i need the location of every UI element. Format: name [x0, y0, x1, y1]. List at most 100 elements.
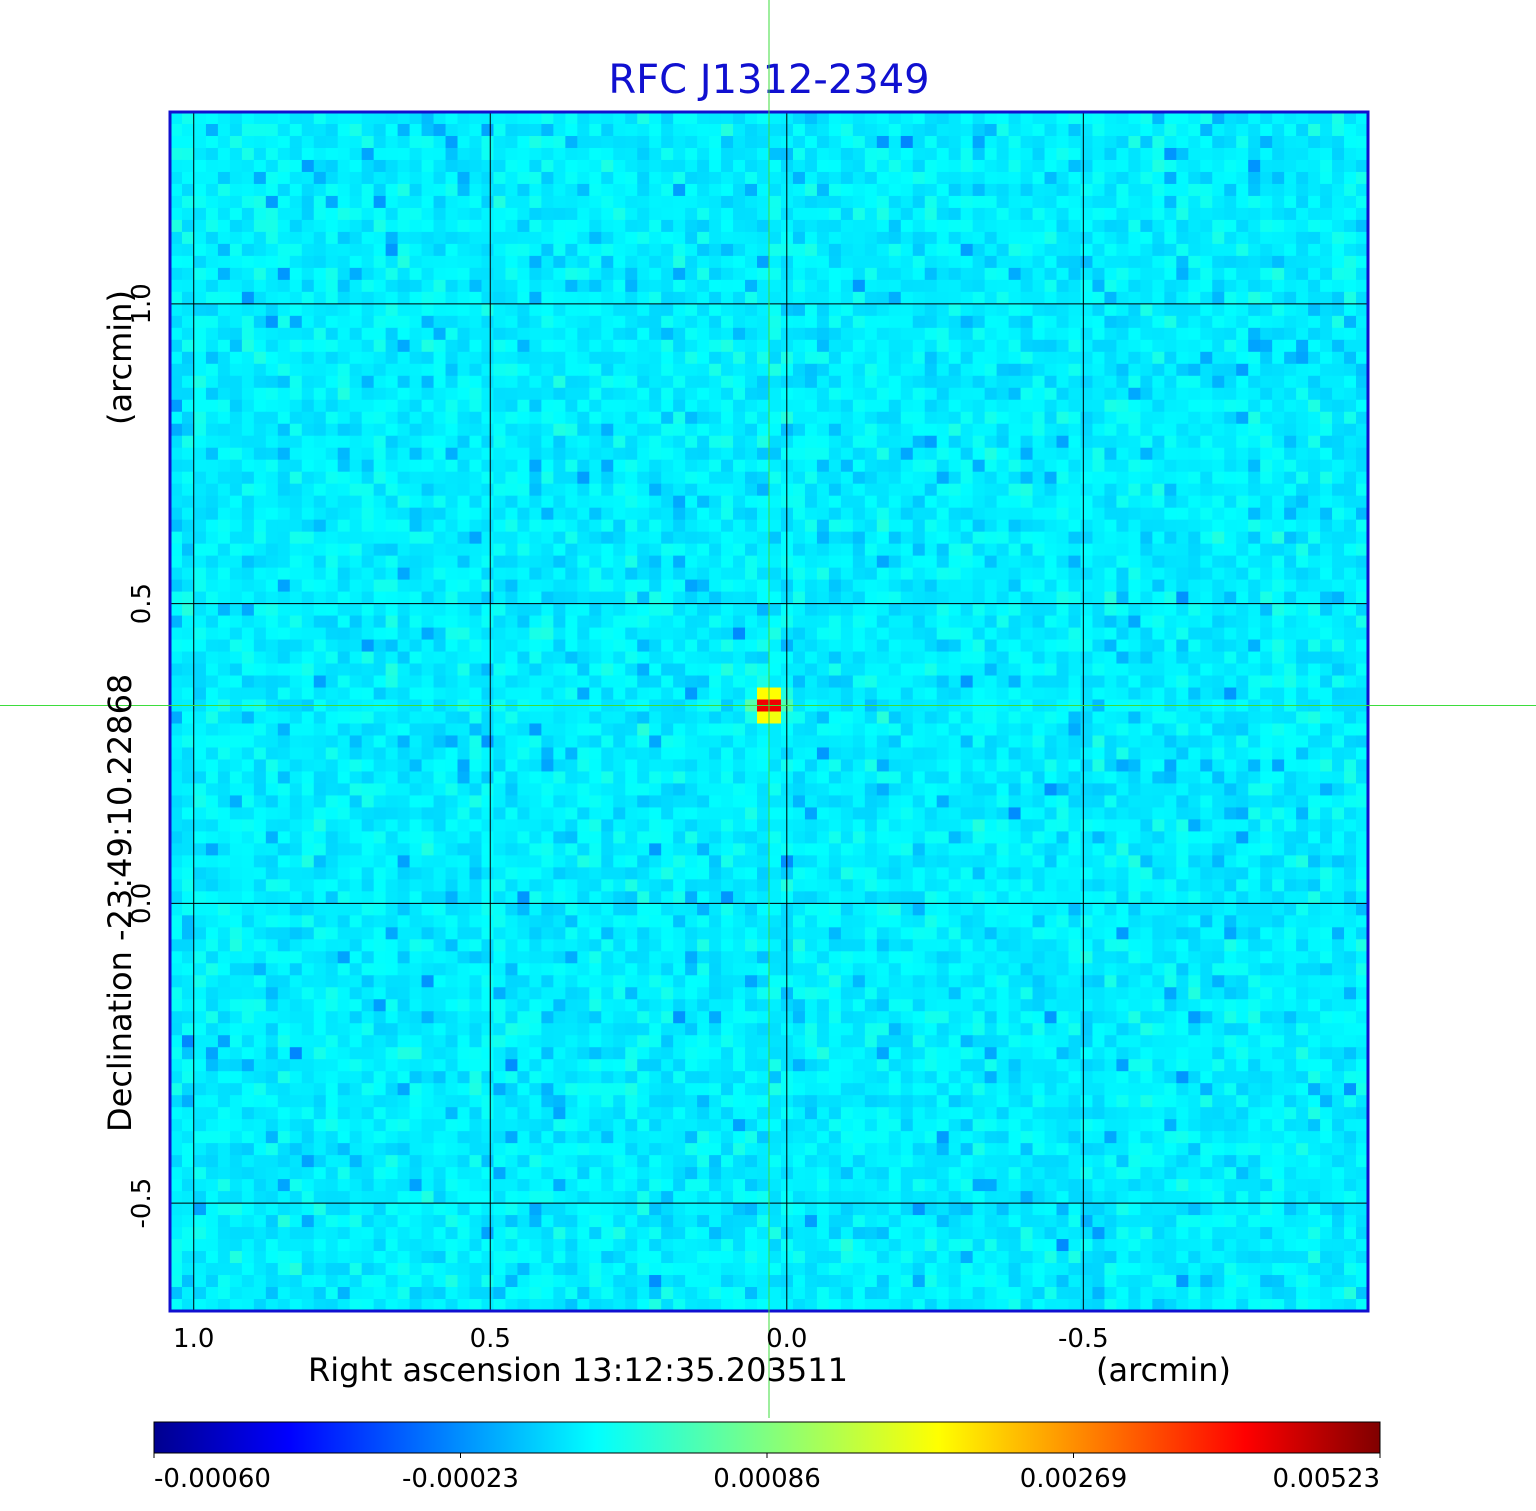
heatmap-cell: [1188, 219, 1201, 233]
heatmap-cell: [205, 423, 219, 437]
heatmap-cell: [1164, 387, 1177, 401]
heatmap-cell: [505, 219, 519, 233]
heatmap-cell: [876, 291, 890, 305]
heatmap-cell: [637, 447, 650, 461]
heatmap-cell: [637, 351, 650, 365]
heatmap-cell: [493, 399, 507, 413]
heatmap-cell: [1320, 195, 1333, 209]
heatmap-cell: [1080, 267, 1094, 281]
heatmap-cell: [924, 327, 938, 341]
heatmap-cell: [253, 363, 267, 377]
heatmap-cell: [745, 243, 758, 257]
heatmap-cell: [1356, 267, 1368, 281]
heatmap-cell: [1284, 519, 1297, 533]
heatmap-cell: [277, 351, 291, 365]
heatmap-cell: [1092, 495, 1106, 509]
heatmap-cell: [876, 219, 890, 233]
heatmap-cell: [601, 159, 614, 173]
heatmap-cell: [1272, 207, 1285, 221]
heatmap-cell: [1224, 579, 1237, 593]
heatmap-cell: [1356, 447, 1368, 461]
heatmap-cell: [936, 675, 950, 689]
heatmap-cell: [816, 543, 830, 557]
heatmap-cell: [792, 399, 806, 413]
heatmap-cell: [709, 651, 722, 665]
heatmap-cell: [1284, 207, 1297, 221]
heatmap-cell: [349, 195, 363, 209]
heatmap-cell: [733, 483, 746, 497]
heatmap-cell: [924, 123, 938, 137]
heatmap-cell: [960, 267, 974, 281]
heatmap-cell: [733, 387, 746, 401]
heatmap-cell: [769, 147, 782, 161]
heatmap-cell: [373, 483, 387, 497]
heatmap-cell: [241, 663, 255, 677]
heatmap-cell: [673, 159, 686, 173]
heatmap-cell: [828, 135, 842, 149]
heatmap-cell: [589, 315, 602, 329]
heatmap-cell: [912, 291, 926, 305]
heatmap-cell: [685, 627, 698, 641]
heatmap-cell: [241, 495, 255, 509]
heatmap-cell: [505, 231, 519, 245]
heatmap-cell: [1152, 123, 1165, 137]
heatmap-cell: [385, 591, 399, 605]
heatmap-cell: [529, 639, 542, 653]
heatmap-cell: [900, 231, 914, 245]
heatmap-cell: [385, 411, 399, 425]
heatmap-cell: [457, 171, 471, 185]
heatmap-cell: [289, 339, 303, 353]
heatmap-cell: [613, 231, 626, 245]
heatmap-cell: [1104, 267, 1118, 281]
heatmap-cell: [1092, 579, 1106, 593]
heatmap-cell: [1356, 255, 1368, 269]
heatmap-cell: [888, 135, 902, 149]
heatmap-cell: [541, 447, 554, 461]
heatmap-cell: [685, 651, 698, 665]
heatmap-cell: [1320, 483, 1333, 497]
heatmap-cell: [301, 399, 315, 413]
heatmap-cell: [1116, 351, 1129, 365]
heatmap-cell: [1056, 411, 1070, 425]
heatmap-cell: [433, 459, 447, 473]
heatmap-cell: [840, 435, 854, 449]
heatmap-cell: [457, 243, 471, 257]
heatmap-cell: [1272, 375, 1285, 389]
heatmap-cell: [1260, 135, 1273, 149]
heatmap-cell: [697, 447, 710, 461]
heatmap-cell: [1212, 351, 1225, 365]
heatmap-cell: [900, 675, 914, 689]
heatmap-cell: [1212, 375, 1225, 389]
heatmap-cell: [1044, 231, 1058, 245]
heatmap-cell: [852, 231, 866, 245]
heatmap-cell: [733, 112, 746, 125]
heatmap-cell: [1164, 243, 1177, 257]
heatmap-cell: [1212, 483, 1225, 497]
heatmap-cell: [565, 195, 578, 209]
heatmap-cell: [960, 363, 974, 377]
heatmap-cell: [1080, 483, 1094, 497]
heatmap-cell: [1296, 327, 1309, 341]
heatmap-cell: [1080, 387, 1094, 401]
heatmap-cell: [313, 651, 327, 665]
heatmap-cell: [457, 339, 471, 353]
heatmap-cell: [1200, 687, 1213, 701]
heatmap-cell: [1092, 423, 1106, 437]
heatmap-cell: [816, 231, 830, 245]
heatmap-cell: [828, 231, 842, 245]
heatmap-cell: [948, 603, 962, 617]
heatmap-cell: [1020, 615, 1034, 629]
heatmap-cell: [397, 351, 411, 365]
heatmap-cell: [840, 591, 854, 605]
heatmap-cell: [1200, 639, 1213, 653]
heatmap-cell: [625, 303, 638, 317]
heatmap-cell: [864, 279, 878, 293]
heatmap-cell: [1116, 639, 1129, 653]
heatmap-cell: [948, 195, 962, 209]
heatmap-cell: [888, 112, 902, 125]
heatmap-cell: [1032, 411, 1046, 425]
heatmap-cell: [289, 279, 303, 293]
heatmap-cell: [601, 603, 614, 617]
heatmap-cell: [721, 507, 734, 521]
heatmap-cell: [828, 363, 842, 377]
